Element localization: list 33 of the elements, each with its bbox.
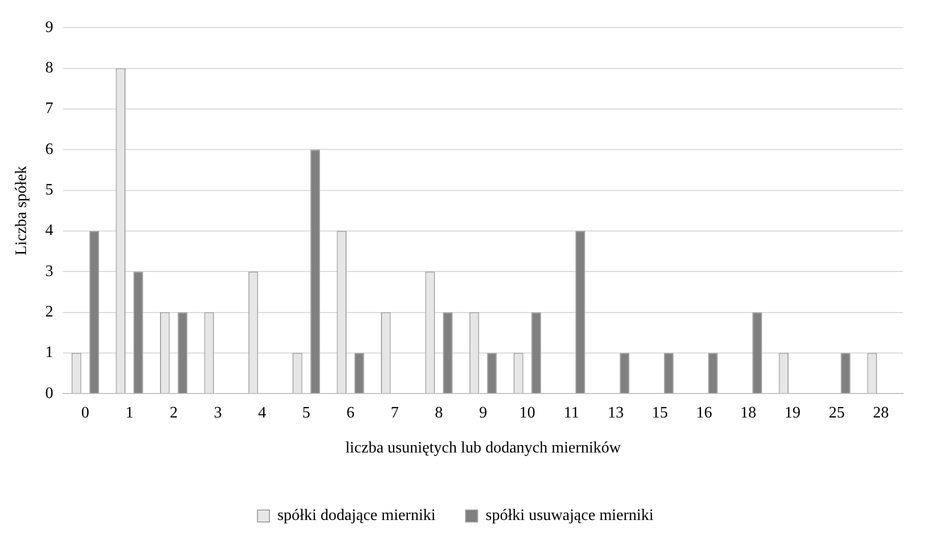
y-tick-label: 7 — [45, 100, 54, 118]
y-axis-title: Liczba spółek — [12, 166, 30, 256]
x-tick-label: 11 — [564, 404, 580, 422]
y-tick-label: 8 — [45, 59, 54, 76]
x-tick-label: 13 — [608, 404, 624, 422]
x-tick-label: 9 — [479, 404, 488, 422]
x-tick-label: 10 — [519, 404, 536, 422]
legend-label: spółki dodające mierniki — [277, 507, 436, 524]
x-tick-label: 0 — [81, 404, 90, 422]
x-tick-label: 4 — [258, 404, 266, 422]
x-tick-label: 1 — [126, 404, 134, 422]
y-tick-label: 5 — [45, 181, 54, 198]
x-tick-label: 6 — [346, 404, 354, 422]
x-tick-label: 28 — [872, 404, 889, 422]
x-tick-label: 25 — [828, 404, 845, 422]
y-tick-label: 6 — [45, 140, 54, 158]
x-tick-label: 7 — [390, 404, 399, 422]
x-tick-label: 8 — [434, 404, 443, 422]
x-tick-label: 19 — [784, 404, 800, 422]
x-tick-label: 18 — [740, 404, 756, 422]
y-tick-label: 0 — [45, 384, 54, 402]
y-tick-label: 9 — [45, 18, 54, 36]
legend-label: spółki usuwające mierniki — [486, 507, 654, 524]
x-tick-label: 3 — [214, 404, 222, 422]
x-tick-label: 15 — [652, 404, 668, 422]
x-tick-label: 2 — [170, 404, 178, 422]
y-tick-label: 3 — [45, 262, 54, 280]
x-tick-label: 16 — [696, 404, 712, 422]
x-axis-title: liczba usuniętych lub dodanych mierników — [345, 440, 622, 457]
y-tick-label: 2 — [45, 303, 54, 320]
y-tick-label: 1 — [45, 344, 54, 362]
x-tick-label: 5 — [302, 404, 310, 422]
y-tick-label: 4 — [45, 222, 54, 240]
